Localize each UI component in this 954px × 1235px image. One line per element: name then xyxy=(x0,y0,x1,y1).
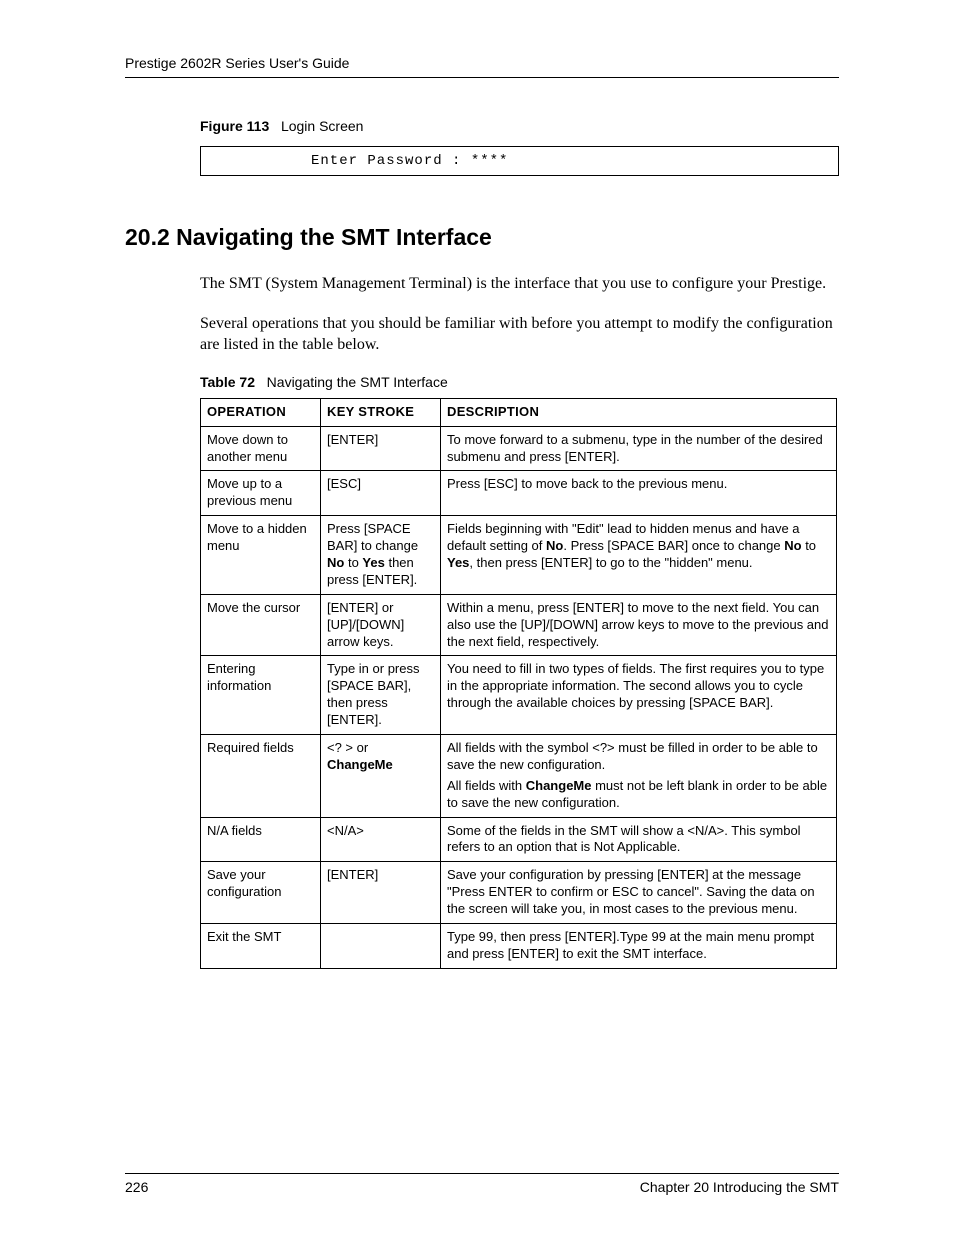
page: Prestige 2602R Series User's Guide Figur… xyxy=(0,0,954,1235)
cell-operation: Move the cursor xyxy=(201,594,321,656)
cell-keystroke: [ENTER] xyxy=(321,426,441,471)
col-operation: OPERATION xyxy=(201,398,321,426)
table-row: Required fields<? > or ChangeMeAll field… xyxy=(201,735,837,818)
table-row: Move the cursor[ENTER] or [UP]/[DOWN] ar… xyxy=(201,594,837,656)
cell-keystroke: <N/A> xyxy=(321,817,441,862)
cell-description: Fields beginning with "Edit" lead to hid… xyxy=(441,516,837,595)
running-header: Prestige 2602R Series User's Guide xyxy=(125,55,839,78)
cell-description: Type 99, then press [ENTER].Type 99 at t… xyxy=(441,924,837,969)
table-row: Entering informationType in or press [SP… xyxy=(201,656,837,735)
cell-keystroke: [ESC] xyxy=(321,471,441,516)
cell-description: Press [ESC] to move back to the previous… xyxy=(441,471,837,516)
page-footer: 226 Chapter 20 Introducing the SMT xyxy=(125,1173,839,1195)
cell-keystroke: [ENTER] xyxy=(321,862,441,924)
table-title: Navigating the SMT Interface xyxy=(267,374,448,390)
smt-table: OPERATION KEY STROKE DESCRIPTION Move do… xyxy=(200,398,837,969)
col-keystroke: KEY STROKE xyxy=(321,398,441,426)
table-row: Save your configuration[ENTER]Save your … xyxy=(201,862,837,924)
table-header-row: OPERATION KEY STROKE DESCRIPTION xyxy=(201,398,837,426)
cell-operation: Move up to a previous menu xyxy=(201,471,321,516)
para-2: Several operations that you should be fa… xyxy=(200,313,839,356)
figure-title: Login Screen xyxy=(281,118,364,134)
cell-operation: Exit the SMT xyxy=(201,924,321,969)
cell-operation: Required fields xyxy=(201,735,321,818)
table-row: Move down to another menu[ENTER]To move … xyxy=(201,426,837,471)
cell-keystroke: <? > or ChangeMe xyxy=(321,735,441,818)
cell-operation: N/A fields xyxy=(201,817,321,862)
table-caption: Table 72 Navigating the SMT Interface xyxy=(200,374,839,390)
cell-description: All fields with the symbol <?> must be f… xyxy=(441,735,837,818)
cell-keystroke: [ENTER] or [UP]/[DOWN] arrow keys. xyxy=(321,594,441,656)
cell-description: You need to fill in two types of fields.… xyxy=(441,656,837,735)
col-description: DESCRIPTION xyxy=(441,398,837,426)
figure-caption: Figure 113 Login Screen xyxy=(200,118,839,134)
login-screen-box: Enter Password : **** xyxy=(200,146,839,176)
cell-keystroke: Type in or press [SPACE BAR], then press… xyxy=(321,656,441,735)
table-label: Table 72 xyxy=(200,374,255,390)
table-row: Move to a hidden menuPress [SPACE BAR] t… xyxy=(201,516,837,595)
cell-keystroke: Press [SPACE BAR] to change No to Yes th… xyxy=(321,516,441,595)
cell-description: Within a menu, press [ENTER] to move to … xyxy=(441,594,837,656)
cell-operation: Save your configuration xyxy=(201,862,321,924)
table-row: Move up to a previous menu[ESC]Press [ES… xyxy=(201,471,837,516)
para-1: The SMT (System Management Terminal) is … xyxy=(200,273,839,295)
table-row: Exit the SMT Type 99, then press [ENTER].… xyxy=(201,924,837,969)
cell-description: To move forward to a submenu, type in th… xyxy=(441,426,837,471)
table-row: N/A fields<N/A>Some of the fields in the… xyxy=(201,817,837,862)
cell-description: Some of the fields in the SMT will show … xyxy=(441,817,837,862)
cell-operation: Move down to another menu xyxy=(201,426,321,471)
cell-operation: Entering information xyxy=(201,656,321,735)
page-number: 226 xyxy=(125,1179,148,1195)
figure-label: Figure 113 xyxy=(200,118,269,134)
cell-keystroke xyxy=(321,924,441,969)
cell-operation: Move to a hidden menu xyxy=(201,516,321,595)
cell-description: Save your configuration by pressing [ENT… xyxy=(441,862,837,924)
chapter-label: Chapter 20 Introducing the SMT xyxy=(640,1179,839,1195)
section-heading: 20.2 Navigating the SMT Interface xyxy=(125,224,839,251)
